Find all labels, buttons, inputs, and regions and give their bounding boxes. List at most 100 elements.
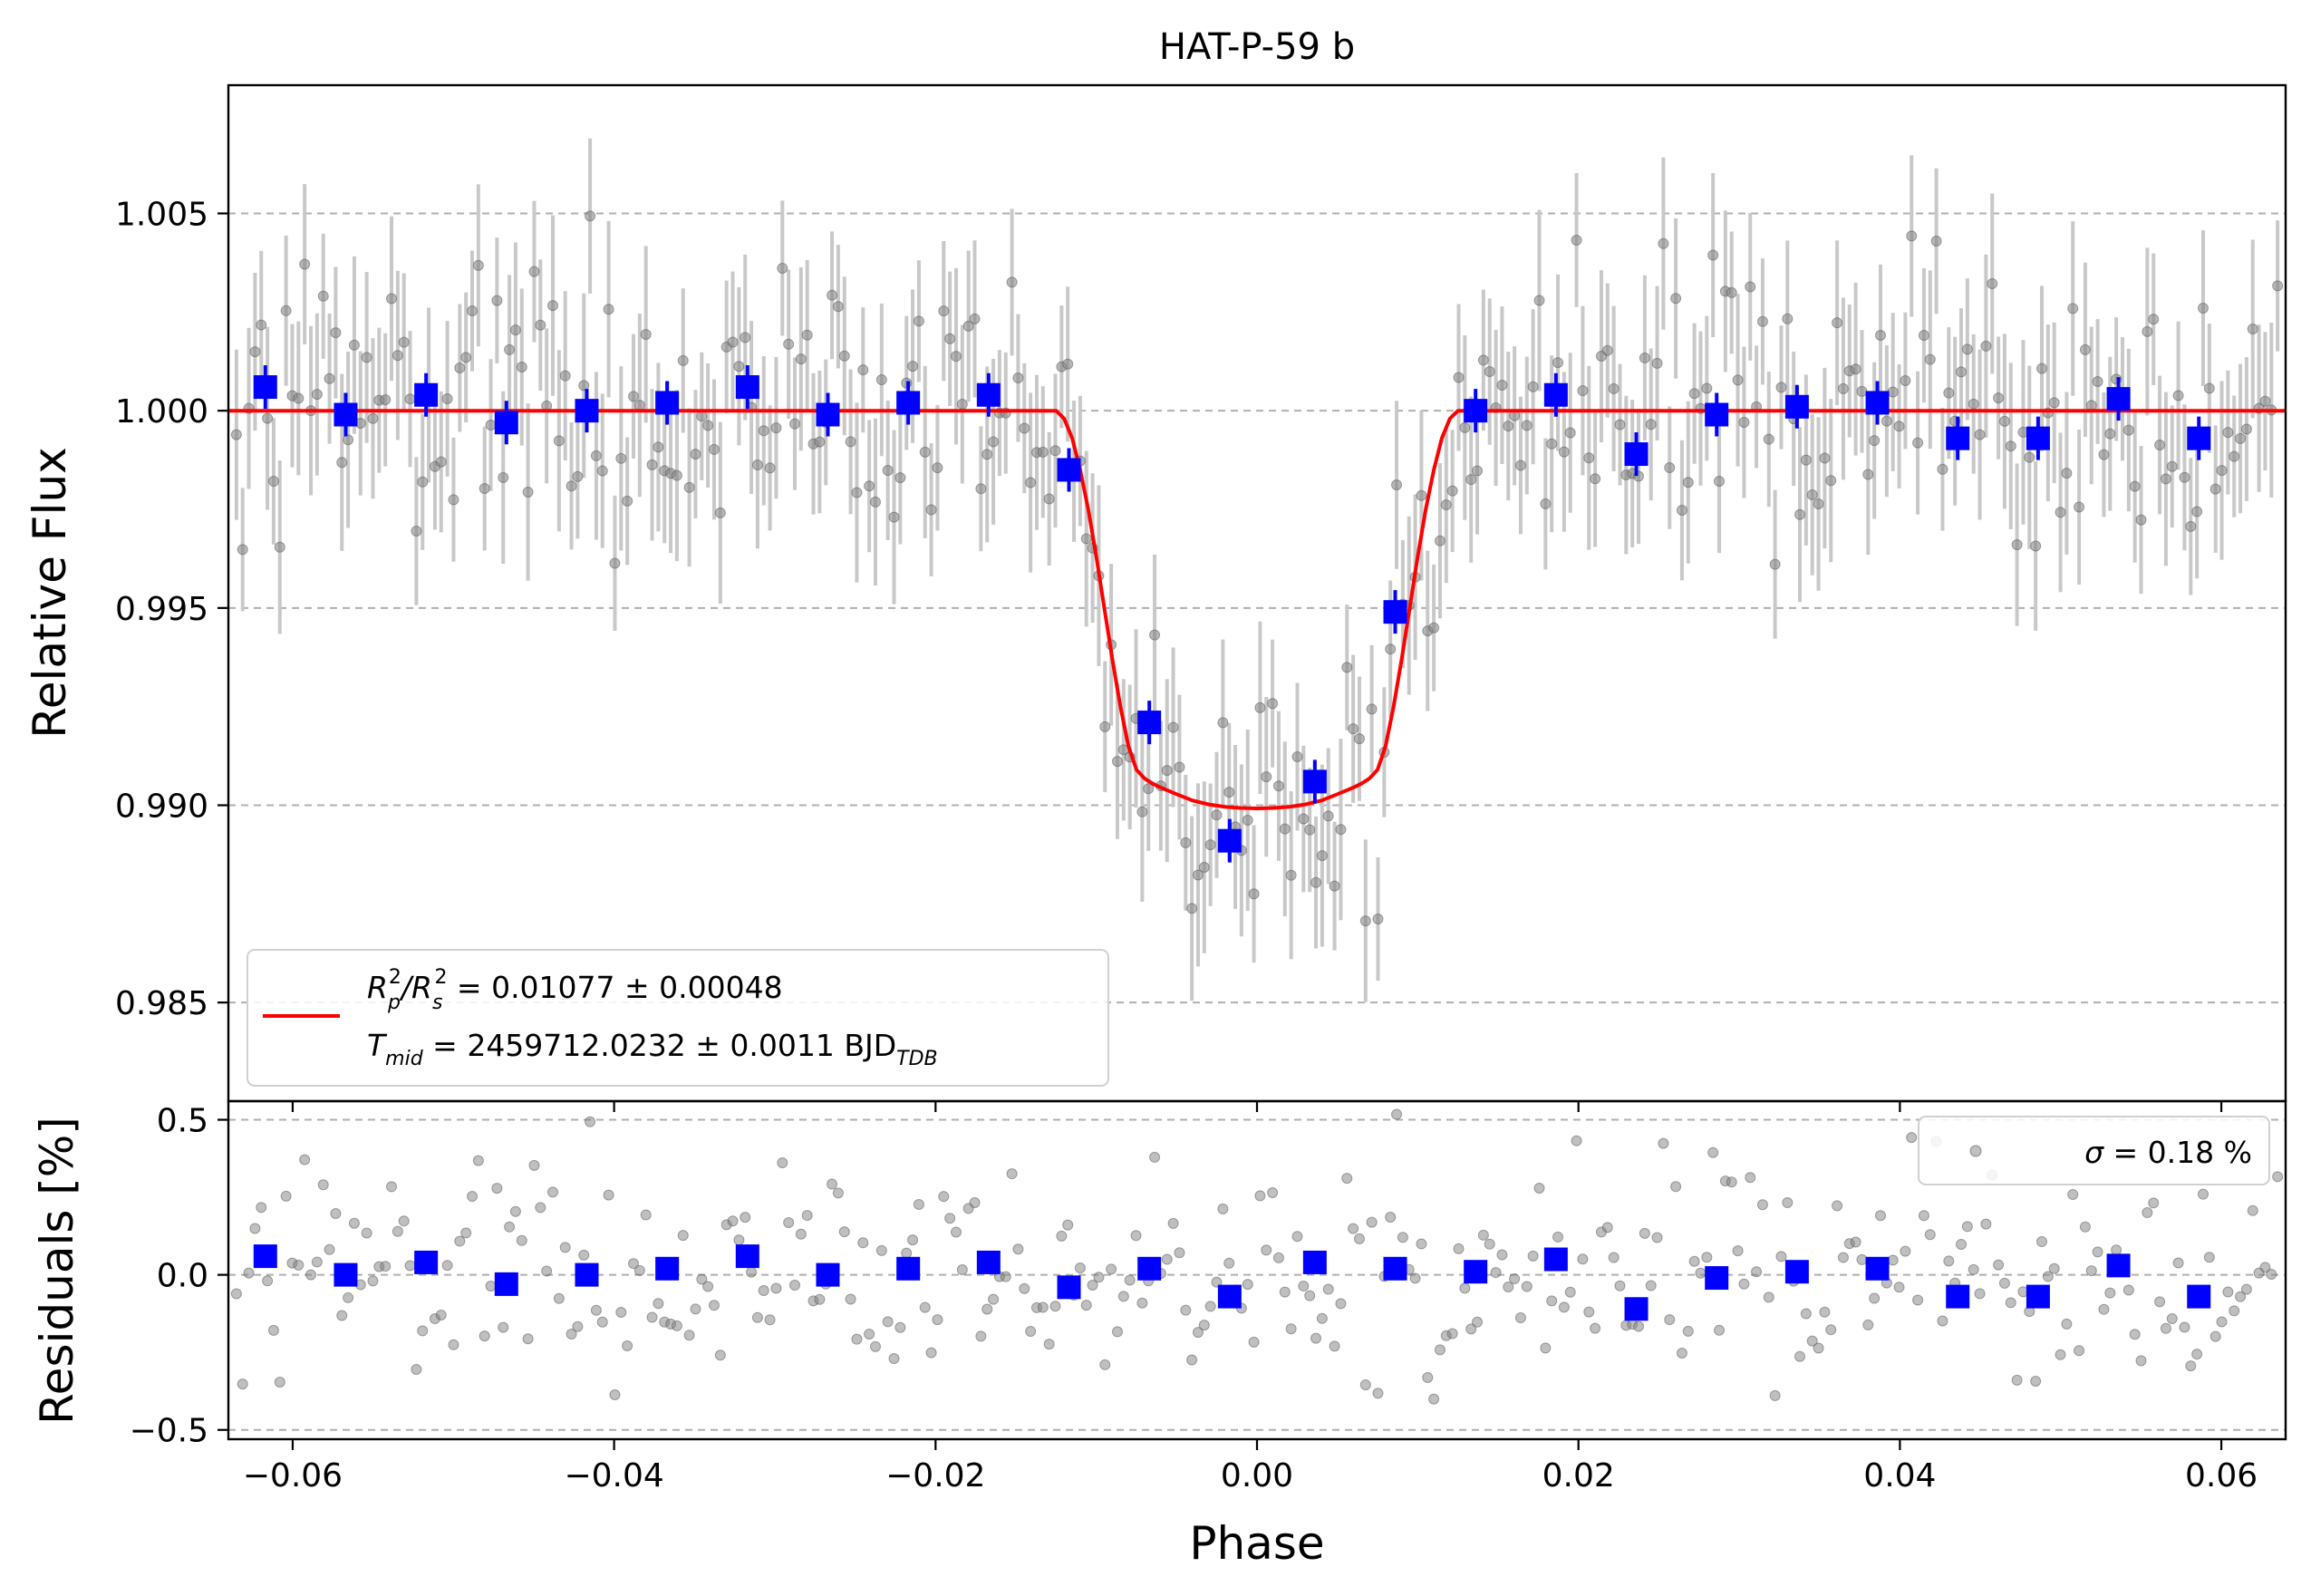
residual-point (2148, 1197, 2160, 1209)
raw-point (2048, 397, 2060, 409)
raw-point (1304, 824, 1316, 836)
raw-point (1341, 662, 1353, 673)
residuals-y-tick-label: −0.5 (130, 1413, 208, 1450)
residual-point (2122, 1284, 2134, 1296)
residual-point (454, 1235, 466, 1247)
raw-point (1223, 787, 1235, 798)
raw-point (981, 449, 993, 460)
raw-point (894, 472, 906, 484)
raw-point (1651, 357, 1663, 369)
flux-legend: Rp2/Rs2 = 0.01077 ± 0.00048 Tmid = 24597… (247, 949, 1109, 1087)
residual-point (1645, 1280, 1657, 1291)
binned-residual (896, 1256, 921, 1281)
residual-point (1961, 1221, 1973, 1233)
raw-point (504, 343, 516, 355)
residual-point (1571, 1135, 1582, 1146)
residual-point (1298, 1280, 1310, 1291)
binned-point (2026, 426, 2050, 450)
binned-residual (334, 1262, 358, 1287)
raw-point (417, 476, 429, 488)
residual-point (1409, 1272, 1421, 1284)
residual-point (1329, 1340, 1340, 1352)
raw-point (522, 487, 534, 498)
residual-point (1658, 1137, 1669, 1149)
residual-point (1136, 1297, 1148, 1309)
raw-point (535, 319, 546, 331)
raw-point (1782, 313, 1794, 324)
residual-point (2074, 1345, 2085, 1357)
binned-residual (1383, 1256, 1407, 1281)
raw-point (1496, 380, 1508, 392)
residual-point (622, 1340, 633, 1352)
residual-point (274, 1376, 285, 1388)
binned-point (253, 375, 277, 400)
binned-point (735, 375, 759, 400)
residual-point (1937, 1315, 1948, 1327)
residual-point (1087, 1279, 1098, 1291)
raw-point (467, 305, 479, 317)
raw-point (448, 494, 459, 506)
raw-point (404, 393, 416, 405)
residual-point (633, 1264, 645, 1276)
raw-point (1310, 876, 1322, 888)
raw-point (845, 436, 856, 448)
residual-point (1465, 1323, 1477, 1335)
residuals-y-tick-label: 0.5 (157, 1103, 208, 1140)
raw-point (1707, 249, 1719, 261)
raw-point (1738, 416, 1750, 428)
binned-residual (253, 1244, 277, 1269)
residual-point (1980, 1218, 1992, 1230)
residuals-legend: σ = 0.18 % (1918, 1116, 2270, 1185)
residual-point (1385, 1212, 1397, 1224)
raw-point (509, 324, 521, 336)
raw-point (1961, 343, 1973, 355)
raw-point (230, 429, 242, 440)
residual-point (1043, 1339, 1055, 1350)
residual-point (956, 1264, 968, 1276)
raw-point (585, 210, 596, 222)
raw-point (1968, 398, 1979, 410)
raw-point (2209, 483, 2221, 495)
raw-point (1211, 809, 1223, 821)
residual-point (783, 1216, 795, 1228)
raw-point (2122, 424, 2134, 436)
raw-point (956, 399, 968, 411)
residual-point (590, 1304, 602, 1316)
raw-point (293, 392, 305, 404)
raw-point (2104, 428, 2116, 440)
raw-point (646, 459, 658, 470)
residual-point (2135, 1355, 2147, 1367)
residual-point (1887, 1254, 1899, 1266)
binned-point (575, 399, 599, 423)
residual-point (1006, 1168, 1018, 1180)
raw-point (975, 483, 987, 495)
raw-point (578, 380, 590, 392)
residual-point (1099, 1359, 1111, 1370)
raw-point (1937, 463, 1948, 475)
raw-point (1192, 869, 1204, 881)
x-tick-label: 0.02 (1542, 1457, 1615, 1494)
raw-point (2055, 507, 2066, 518)
binned-point (2106, 387, 2131, 411)
raw-point (1527, 381, 1539, 392)
residuals-legend-box (1918, 1116, 2270, 1185)
raw-point (1924, 353, 1936, 365)
residual-point (2005, 1297, 2016, 1309)
binned-point (414, 382, 439, 407)
raw-point (864, 480, 875, 492)
residual-point (585, 1116, 596, 1127)
residual-point (1310, 1332, 1322, 1344)
flux-y-tick-label: 0.985 (115, 985, 208, 1022)
raw-point (2030, 540, 2042, 552)
raw-point (479, 482, 490, 494)
raw-point (1850, 363, 1861, 375)
residual-point (1049, 1301, 1061, 1312)
binned-residual (1865, 1256, 1890, 1281)
phase-x-ticks: −0.06 −0.04 −0.02 0.00 0.02 0.04 0.06 (243, 1101, 2258, 1494)
raw-point (1167, 721, 1179, 733)
raw-point (1174, 761, 1185, 773)
raw-point (454, 362, 466, 373)
raw-point (547, 300, 559, 312)
raw-point (1366, 703, 1378, 715)
residual-point (553, 1292, 565, 1304)
